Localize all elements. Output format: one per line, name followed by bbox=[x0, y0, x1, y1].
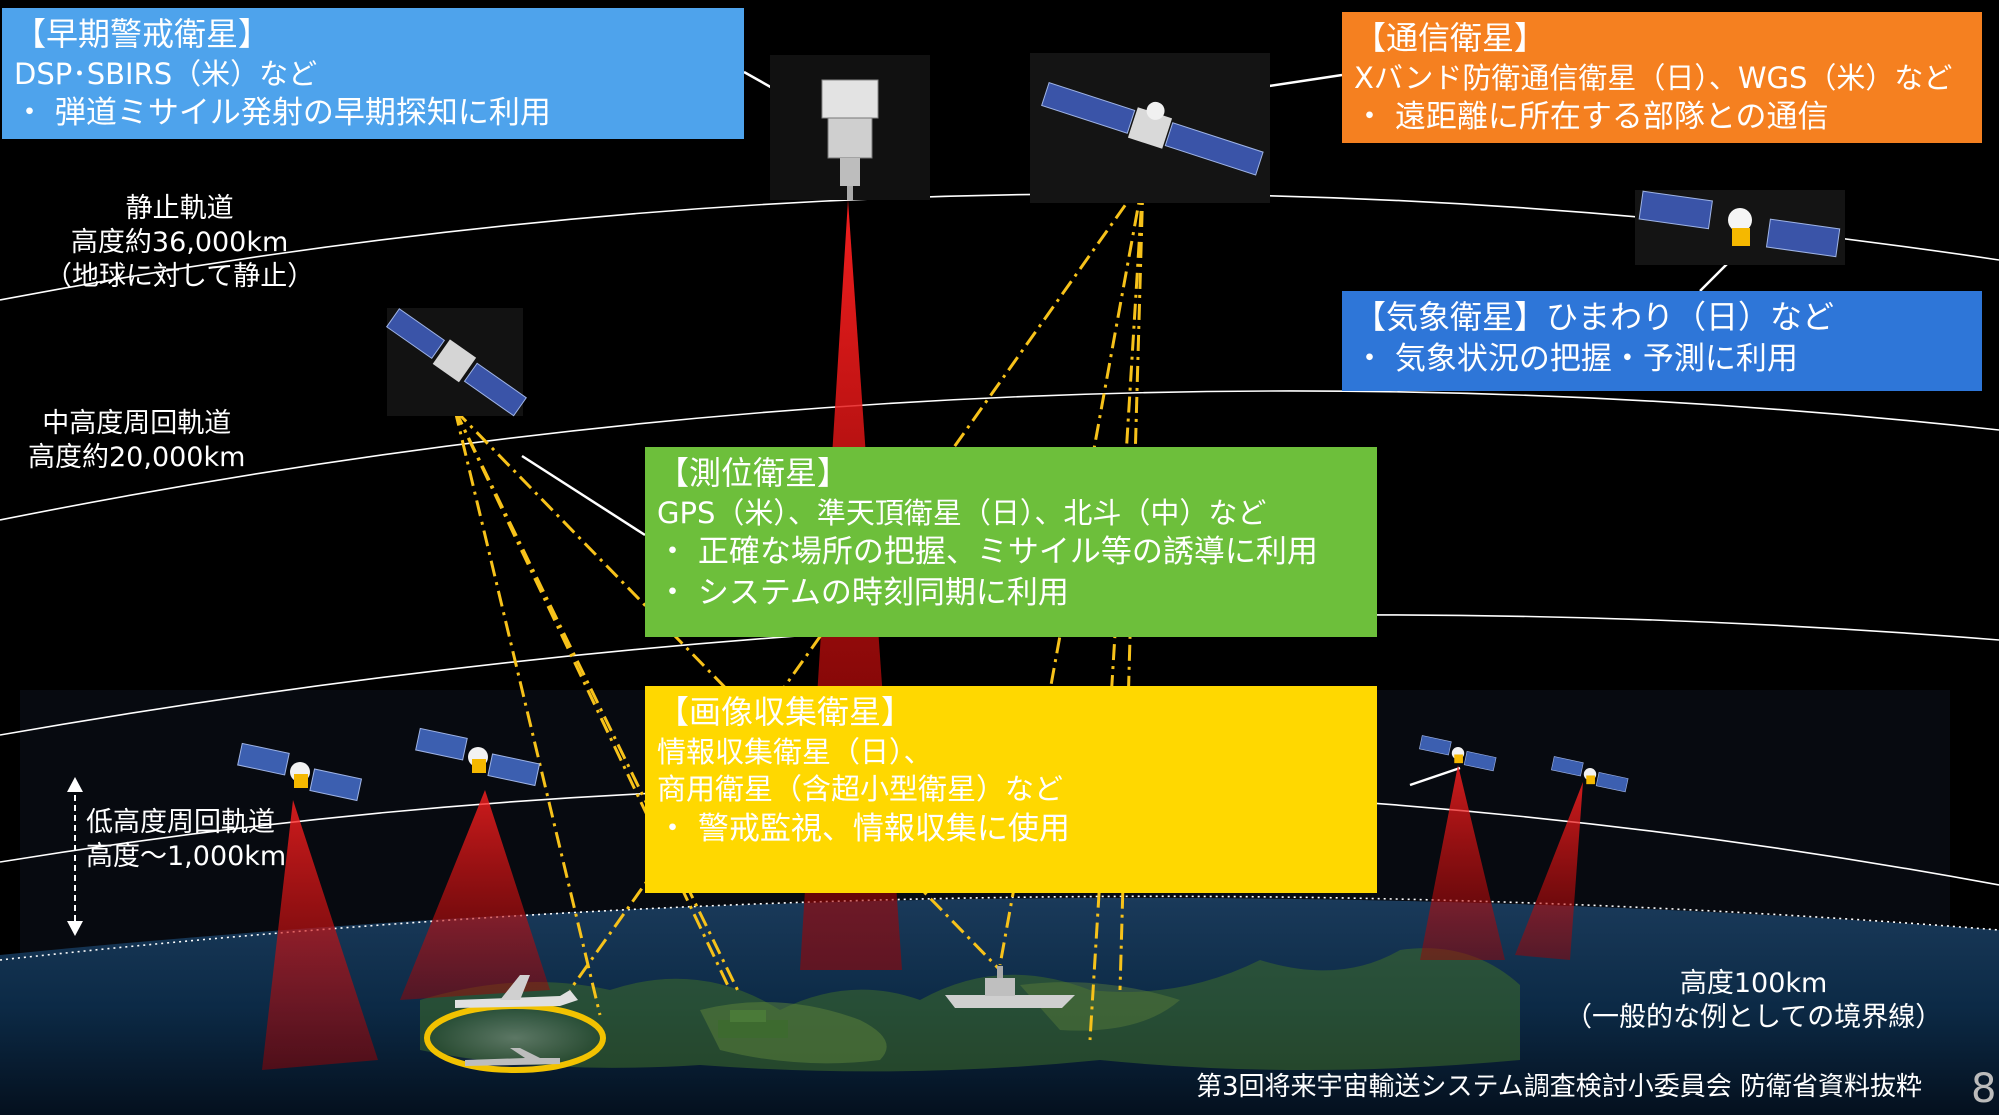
geo-orbit-note: （地球に対して静止） bbox=[45, 260, 315, 292]
leo-beam-2 bbox=[400, 790, 550, 1000]
positioning-bullet-1: ・ 正確な場所の把握、ミサイル等の誘導に利用 bbox=[657, 534, 1318, 571]
communications-title: 【通信衛星】 bbox=[1354, 19, 1547, 57]
page-number: 8 bbox=[1971, 1066, 1997, 1112]
leo-orbit-altitude: 高度～1,000km bbox=[86, 840, 287, 872]
imaging-title: 【画像収集衛星】 bbox=[657, 693, 914, 731]
positioning-bullet-2: ・ システムの時刻同期に利用 bbox=[657, 574, 1069, 611]
communications-bullet: ・ 遠距離に所在する部隊との通信 bbox=[1354, 99, 1829, 136]
ground-vehicle-icon bbox=[718, 1010, 788, 1038]
positioning-examples: GPS（米）、準天頂衛星（日）、北斗（中）など bbox=[657, 495, 1267, 530]
positioning-box: 【測位衛星】 GPS（米）、準天頂衛星（日）、北斗（中）など ・ 正確な場所の把… bbox=[645, 447, 1377, 637]
positioning-title: 【測位衛星】 bbox=[657, 454, 850, 492]
satellite-icon bbox=[1030, 53, 1270, 203]
early-warning-title: 【早期警戒衛星】 bbox=[14, 15, 271, 53]
leo-orbit-name: 低高度周回軌道 bbox=[86, 807, 275, 838]
weather-box: 【気象衛星】ひまわり（日）など ・ 気象状況の把握・予測に利用 bbox=[1342, 291, 1982, 391]
karman-note: （一般的な例としての境界線） bbox=[1565, 1001, 1943, 1033]
gnss-leader bbox=[521, 454, 646, 537]
imaging-line-1: 情報収集衛星（日）、 bbox=[657, 734, 933, 769]
meo-orbit-label: 中高度周回軌道 高度約20,000km bbox=[28, 407, 245, 475]
weather-title: 【気象衛星】ひまわり（日）など bbox=[1354, 298, 1835, 336]
imaging-box: 【画像収集衛星】 情報収集衛星（日）、 商用衛星（含超小型衛星）など ・ 警戒監… bbox=[645, 686, 1377, 893]
source-credit: 第3回将来宇宙輸送システム調査検討小委員会 防衛省資料抜粋 bbox=[1196, 1072, 1923, 1102]
ship-icon bbox=[945, 966, 1075, 1008]
communications-box: 【通信衛星】 Xバンド防衛通信衛星（日）、WGS（米）など ・ 遠距離に所在する… bbox=[1342, 12, 1982, 143]
satellite-icon bbox=[385, 308, 527, 417]
arrow-head-up bbox=[67, 777, 83, 792]
weather-bullet: ・ 気象状況の把握・予測に利用 bbox=[1354, 340, 1798, 377]
meo-orbit-altitude: 高度約20,000km bbox=[28, 441, 246, 473]
communications-examples: Xバンド防衛通信衛星（日）、WGS（米）など bbox=[1354, 60, 1953, 95]
karman-line bbox=[0, 895, 1999, 961]
aircraft-icon bbox=[424, 975, 606, 1073]
arrow-head-down bbox=[67, 921, 83, 936]
imaging-bullet: ・ 警戒監視、情報収集に使用 bbox=[657, 810, 1070, 847]
satellite-icon bbox=[1635, 190, 1845, 265]
leo-right-leader bbox=[1409, 766, 1461, 787]
early-warning-examples: DSP･SBIRS（米）など bbox=[14, 56, 318, 91]
leo-beam-4 bbox=[1515, 782, 1583, 960]
leo-beam-3 bbox=[1420, 765, 1505, 960]
early-warning-bullet: ・ 弾道ミサイル発射の早期探知に利用 bbox=[14, 95, 551, 132]
meo-orbit-name: 中高度周回軌道 bbox=[42, 408, 232, 439]
leo-beam-1 bbox=[262, 800, 378, 1070]
satellite-icon bbox=[770, 55, 930, 200]
karman-altitude: 高度100km bbox=[1679, 968, 1828, 999]
geo-orbit-altitude: 高度約36,000km bbox=[70, 226, 289, 258]
early-warning-box: 【早期警戒衛星】 DSP･SBIRS（米）など ・ 弾道ミサイル発射の早期探知に… bbox=[2, 8, 744, 139]
imaging-line-2: 商用衛星（含超小型衛星）など bbox=[657, 772, 1064, 807]
geo-orbit-name: 静止軌道 bbox=[125, 193, 234, 224]
meo-orbit-line bbox=[0, 390, 1999, 521]
leo-orbit-label: 低高度周回軌道 高度～1,000km bbox=[86, 806, 286, 874]
karman-line-label: 高度100km （一般的な例としての境界線） bbox=[1565, 967, 1942, 1035]
geo-orbit-label: 静止軌道 高度約36,000km （地球に対して静止） bbox=[45, 192, 314, 293]
